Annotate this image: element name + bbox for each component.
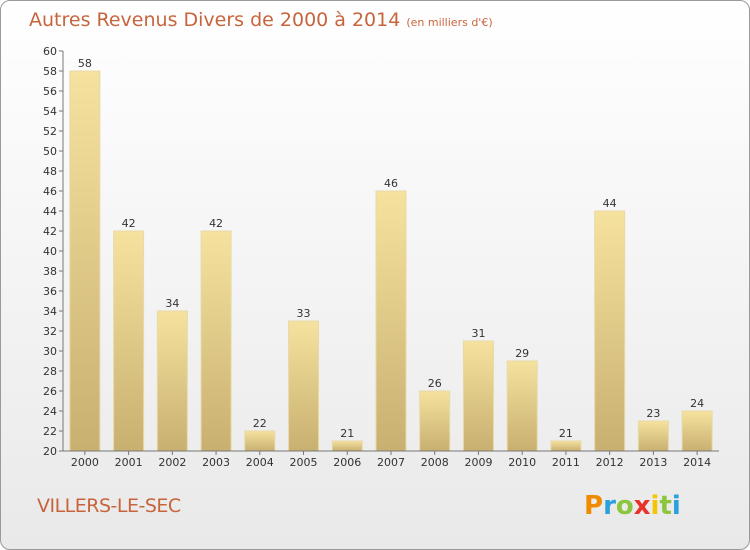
y-tick-label: 20 bbox=[43, 445, 57, 458]
y-tick-label: 46 bbox=[43, 185, 57, 198]
proxiti-logo: Proxiti bbox=[584, 491, 681, 521]
data-label-2008: 26 bbox=[428, 377, 442, 390]
y-tick-label: 38 bbox=[43, 265, 57, 278]
y-tick-label: 24 bbox=[43, 405, 57, 418]
x-tick-label-2003: 2003 bbox=[202, 456, 230, 469]
bars: 58 42 34 42 22 33 21 46 26 31 29 21 44 23 24 bbox=[69, 57, 713, 452]
x-tick-label-2009: 2009 bbox=[464, 456, 492, 469]
y-tick-label: 32 bbox=[43, 325, 57, 338]
logo-letter: i bbox=[671, 491, 681, 521]
x-tick-label-2012: 2012 bbox=[596, 456, 624, 469]
bar-2008 bbox=[419, 390, 451, 452]
bar-2011 bbox=[550, 440, 582, 452]
x-tick-label-2005: 2005 bbox=[290, 456, 318, 469]
bar-2007 bbox=[375, 190, 407, 452]
bar-2012 bbox=[594, 210, 626, 452]
y-tick-label: 22 bbox=[43, 425, 57, 438]
y-tick-label: 50 bbox=[43, 145, 57, 158]
y-tick-label: 60 bbox=[43, 45, 57, 58]
bar-2005 bbox=[288, 320, 320, 452]
data-label-2013: 23 bbox=[646, 407, 660, 420]
data-label-2011: 21 bbox=[559, 427, 573, 440]
y-axis: 20 22 24 26 28 30 32 34 36 38 40 42 44 46 48 50 52 54 56 58… bbox=[43, 45, 64, 458]
x-tick-label-2013: 2013 bbox=[639, 456, 667, 469]
y-tick-label: 56 bbox=[43, 85, 57, 98]
data-label-2009: 31 bbox=[471, 327, 485, 340]
data-label-2010: 29 bbox=[515, 347, 529, 360]
commune-name: VILLERS-LE-SEC bbox=[37, 495, 181, 517]
bar-2009 bbox=[462, 340, 494, 452]
logo-letter: r bbox=[603, 491, 616, 521]
x-tick-label-2010: 2010 bbox=[508, 456, 536, 469]
bar-2010 bbox=[506, 360, 538, 452]
y-tick-label: 54 bbox=[43, 105, 57, 118]
data-label-2000: 58 bbox=[78, 57, 92, 70]
bar-2014 bbox=[681, 410, 713, 452]
x-tick-label-2011: 2011 bbox=[552, 456, 580, 469]
y-tick-label: 34 bbox=[43, 305, 57, 318]
x-tick-label-2004: 2004 bbox=[246, 456, 274, 469]
data-label-2003: 42 bbox=[209, 217, 223, 230]
y-tick-label: 42 bbox=[43, 225, 57, 238]
chart-title: Autres Revenus Divers de 2000 à 2014 (en … bbox=[29, 9, 493, 31]
y-tick-label: 48 bbox=[43, 165, 57, 178]
data-label-2002: 34 bbox=[165, 297, 179, 310]
bar-2003 bbox=[200, 230, 232, 452]
bar-2004 bbox=[244, 430, 276, 452]
y-tick-label: 58 bbox=[43, 65, 57, 78]
data-label-2005: 33 bbox=[297, 307, 311, 320]
y-tick-label: 30 bbox=[43, 345, 57, 358]
data-label-2004: 22 bbox=[253, 417, 267, 430]
logo-letter: o bbox=[615, 491, 634, 521]
y-tick-label: 26 bbox=[43, 385, 57, 398]
data-label-2006: 21 bbox=[340, 427, 354, 440]
y-tick-label: 44 bbox=[43, 205, 57, 218]
bar-2013 bbox=[637, 420, 669, 452]
chart-subtitle: (en milliers d'€) bbox=[406, 16, 493, 29]
data-label-2001: 42 bbox=[122, 217, 136, 230]
x-tick-label-2014: 2014 bbox=[683, 456, 711, 469]
x-tick-label-2007: 2007 bbox=[377, 456, 405, 469]
logo-letter: x bbox=[633, 491, 651, 521]
x-tick-label-2002: 2002 bbox=[158, 456, 186, 469]
x-tick-label-2000: 2000 bbox=[71, 456, 99, 469]
y-tick-label: 36 bbox=[43, 285, 57, 298]
chart-title-text: Autres Revenus Divers de 2000 à 2014 bbox=[29, 9, 401, 31]
data-label-2012: 44 bbox=[603, 197, 617, 210]
y-tick-label: 52 bbox=[43, 125, 57, 138]
bar-2001 bbox=[113, 230, 145, 452]
x-axis: 2000 2001 2002 2003 2004 2005 2006 2007 2008 2009… bbox=[63, 450, 719, 469]
bar-2000 bbox=[69, 70, 101, 452]
data-label-2007: 46 bbox=[384, 177, 398, 190]
data-label-2014: 24 bbox=[690, 397, 704, 410]
x-tick-label-2001: 2001 bbox=[115, 456, 143, 469]
x-tick-label-2006: 2006 bbox=[333, 456, 361, 469]
y-tick-label: 40 bbox=[43, 245, 57, 258]
bar-2002 bbox=[156, 310, 188, 452]
logo-letter: t bbox=[659, 491, 672, 521]
bar-2006 bbox=[331, 440, 363, 452]
y-tick-label: 28 bbox=[43, 365, 57, 378]
logo-letter: P bbox=[584, 491, 604, 521]
logo-letter: i bbox=[650, 491, 660, 521]
x-tick-label-2008: 2008 bbox=[421, 456, 449, 469]
